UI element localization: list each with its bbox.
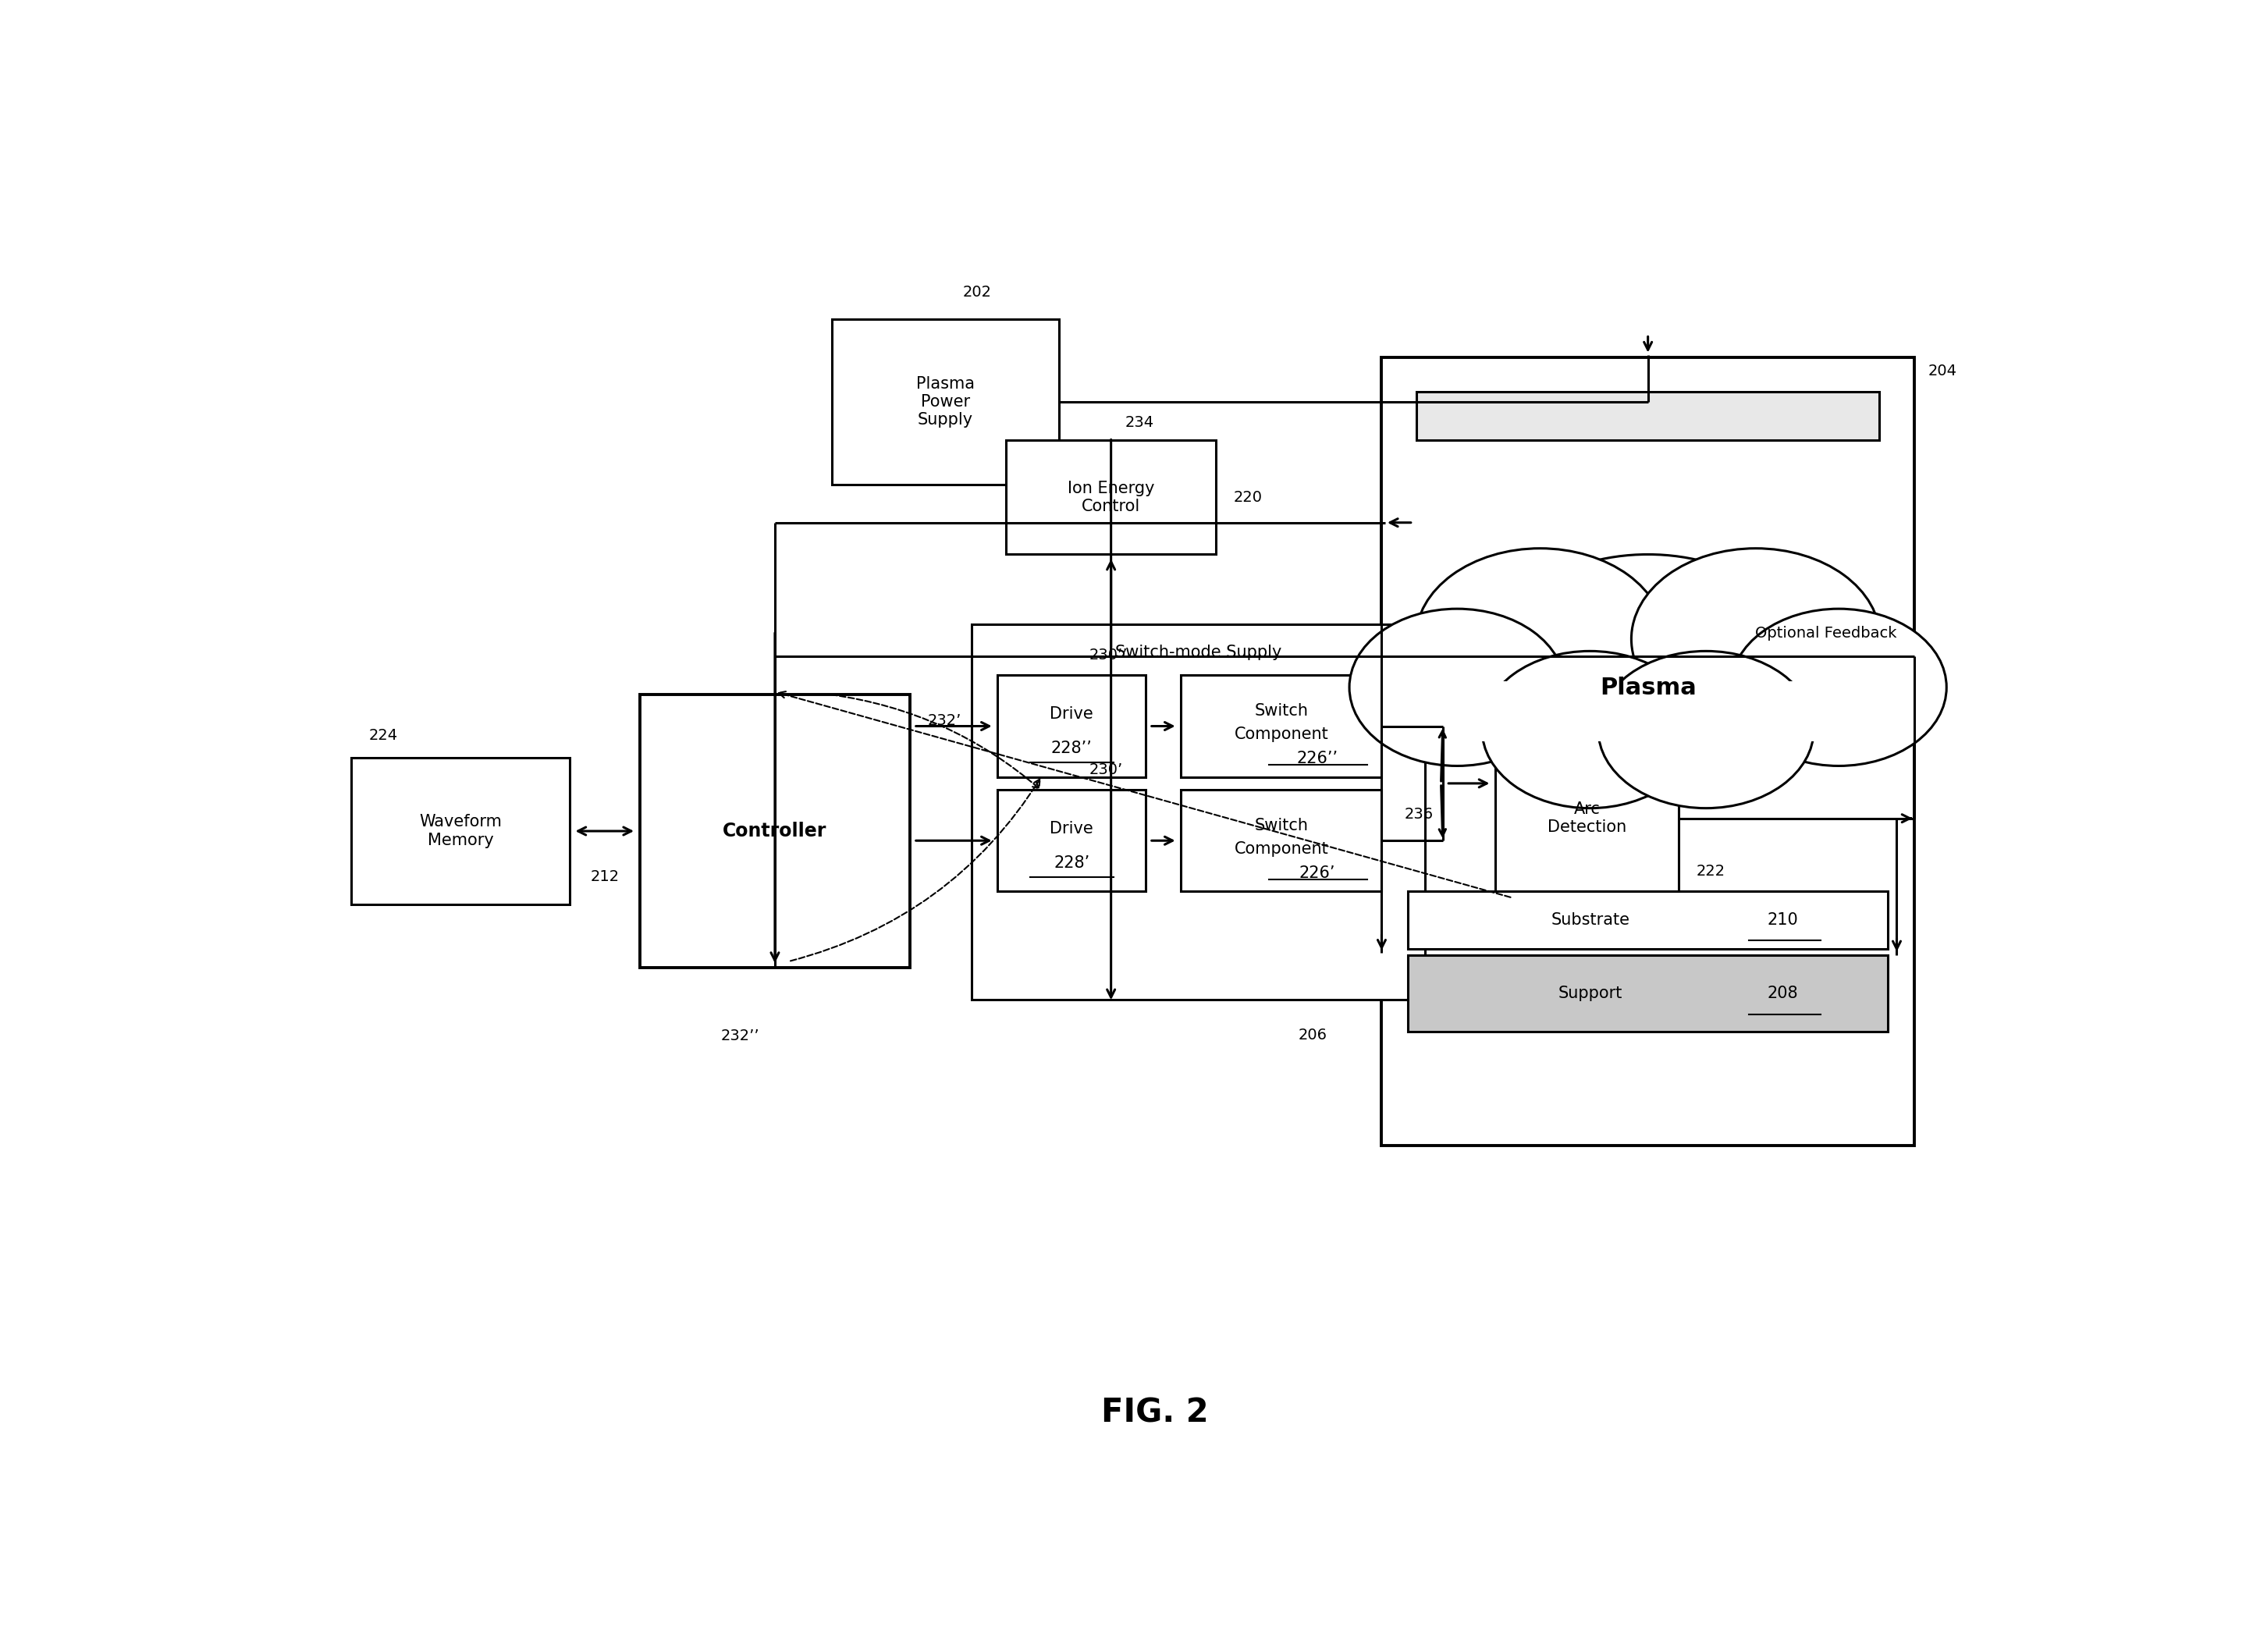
Text: Component: Component	[1235, 841, 1329, 857]
Text: 224: 224	[369, 729, 399, 743]
Text: Drive: Drive	[1050, 705, 1093, 722]
FancyBboxPatch shape	[1408, 892, 1888, 948]
FancyBboxPatch shape	[1181, 790, 1381, 892]
Circle shape	[1482, 651, 1699, 808]
Circle shape	[1631, 548, 1881, 730]
Circle shape	[1730, 610, 1947, 767]
Text: Optional Feedback: Optional Feedback	[1755, 626, 1897, 641]
Text: 228’’: 228’’	[1052, 740, 1093, 757]
Text: Controller: Controller	[723, 821, 827, 841]
FancyBboxPatch shape	[640, 694, 910, 968]
Text: 232’: 232’	[928, 714, 962, 729]
FancyBboxPatch shape	[1417, 392, 1879, 439]
Text: Switch-mode Supply: Switch-mode Supply	[1115, 644, 1282, 661]
Text: 228’: 228’	[1054, 856, 1090, 871]
FancyBboxPatch shape	[998, 790, 1147, 892]
Text: Drive: Drive	[1050, 821, 1093, 836]
Text: Switch: Switch	[1255, 818, 1309, 833]
Text: 226’: 226’	[1300, 866, 1336, 881]
Circle shape	[1350, 610, 1566, 767]
Bar	[1449, 681, 1847, 742]
FancyBboxPatch shape	[351, 758, 570, 904]
Text: 230’’: 230’’	[1088, 648, 1129, 662]
Text: 230’: 230’	[1088, 762, 1122, 776]
Text: 202: 202	[962, 286, 991, 301]
Text: Plasma: Plasma	[1600, 677, 1697, 699]
Text: 204: 204	[1929, 363, 1958, 378]
Text: 232’’: 232’’	[721, 1029, 759, 1044]
Text: 234: 234	[1124, 415, 1154, 430]
Circle shape	[1482, 555, 1814, 796]
Text: 206: 206	[1298, 1028, 1327, 1042]
Text: 222: 222	[1697, 864, 1726, 879]
Circle shape	[1415, 548, 1665, 730]
FancyBboxPatch shape	[831, 319, 1059, 484]
Text: 210: 210	[1766, 912, 1798, 928]
Text: 212: 212	[590, 869, 620, 884]
Text: Waveform
Memory: Waveform Memory	[419, 814, 502, 847]
Text: Support: Support	[1559, 986, 1622, 1001]
Text: Ion Energy
Control: Ion Energy Control	[1068, 481, 1154, 514]
Text: 220: 220	[1232, 489, 1262, 504]
Text: 226’’: 226’’	[1298, 752, 1338, 767]
Text: FIG. 2: FIG. 2	[1102, 1396, 1208, 1429]
Circle shape	[1597, 651, 1814, 808]
FancyBboxPatch shape	[1408, 955, 1888, 1031]
Text: Arc
Detection: Arc Detection	[1548, 801, 1627, 836]
Text: Plasma
Power
Supply: Plasma Power Supply	[917, 377, 973, 428]
FancyBboxPatch shape	[1381, 357, 1915, 1146]
FancyBboxPatch shape	[971, 624, 1426, 999]
Text: Substrate: Substrate	[1550, 912, 1629, 928]
Text: Component: Component	[1235, 727, 1329, 742]
FancyBboxPatch shape	[1007, 439, 1217, 555]
Text: 208: 208	[1766, 986, 1798, 1001]
FancyBboxPatch shape	[1181, 676, 1381, 776]
FancyBboxPatch shape	[1496, 745, 1678, 892]
Text: Switch: Switch	[1255, 704, 1309, 719]
FancyBboxPatch shape	[998, 676, 1147, 776]
Text: 236: 236	[1404, 806, 1433, 821]
